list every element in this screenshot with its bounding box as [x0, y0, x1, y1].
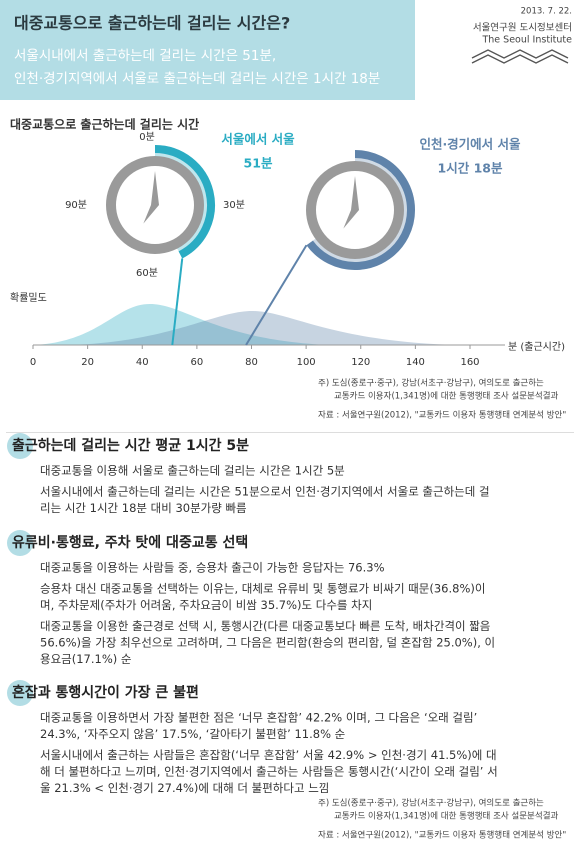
- value-line: [245, 244, 308, 346]
- heading-badge: [7, 680, 33, 706]
- date: 2013. 7. 22.: [521, 7, 572, 17]
- clock-tick-label: 0분: [139, 131, 155, 143]
- density-curve: [70, 311, 460, 345]
- paragraph-line: 대중교통을 이용하면서 가장 불편한 점은 ‘너무 혼잡함’ 42.2% 이며,…: [40, 711, 477, 725]
- header-band: [0, 0, 415, 100]
- paragraph-line: 승용차 대신 대중교통을 선택하는 이유는, 대체로 유류비 및 통행료가 비싸…: [40, 582, 485, 596]
- heading-badge: [7, 433, 33, 459]
- source: 자료 : 서울연구원(2012), "교통카드 이용자 통행행태 연계분석 방안…: [318, 830, 566, 841]
- value-label: 51분: [244, 156, 273, 171]
- paragraph-line: 24.3%, ‘자주오지 않음’ 17.5%, ‘갈아타기 불편함’ 11.8%…: [40, 727, 345, 741]
- value-line: [171, 258, 184, 346]
- x-tick-label: 80: [245, 357, 258, 368]
- paragraph-line: 며, 주차문제(주차가 어려움, 주차요금이 비쌈 35.7%)도 다수를 차지: [40, 598, 372, 612]
- source: 자료 : 서울연구원(2012), "교통카드 이용자 통행행태 연계분석 방안…: [318, 410, 566, 421]
- legend-label: 서울에서 서울: [221, 132, 295, 147]
- paragraph-line: 서울시내에서 출근하는 사람들은 혼잡함(‘너무 혼잡함’ 서울 42.9% >…: [40, 748, 497, 762]
- clock-arc: [306, 150, 415, 270]
- value-label: 1시간 18분: [438, 161, 503, 176]
- paragraph-line: 대중교통을 이용해 서울로 출근하는데 걸리는 시간은 1시간 5분: [40, 464, 345, 478]
- x-tick-label: 40: [136, 357, 149, 368]
- x-tick-label: 100: [297, 357, 316, 368]
- clock-hand: [343, 176, 359, 229]
- section-title: 혼잡과 통행시간이 가장 큰 불편: [12, 684, 199, 701]
- summary: 서울시내에서 출근하는데 걸리는 시간은 51분,: [14, 48, 276, 64]
- summary: 인천·경기지역에서 서울로 출근하는데 걸리는 시간은 1시간 18분: [14, 71, 380, 87]
- title: 대중교통으로 출근하는데 걸리는 시간은?: [14, 14, 290, 33]
- clock-arc: [154, 145, 215, 259]
- x-tick-label: 140: [406, 357, 425, 368]
- paragraph-line: 용요금(17.1%) 순: [40, 652, 131, 666]
- clock-hand: [143, 171, 159, 224]
- footnote: 주) 도심(종로구·중구), 강남(서초구·강남구), 여의도로 출근하는: [318, 798, 544, 809]
- x-tick-label: 20: [81, 357, 94, 368]
- paragraph-line: 울 21.3% < 인천·경기 27.4%)에 대해 더 불편하다고 느낌: [40, 781, 329, 795]
- x-tick-label: 60: [191, 357, 204, 368]
- org: 서울연구원 도시정보센터: [473, 23, 572, 34]
- y-label: 확률밀도: [10, 292, 47, 304]
- legend-label: 인천·경기에서 서울: [419, 137, 521, 152]
- paragraph-line: 56.6%)을 가장 최우선으로 고려하며, 그 다음은 편리함(환승의 편리함…: [40, 636, 495, 650]
- paragraph-line: 대중교통을 이용하는 사람들 중, 승용차 출근이 가능한 응답자는 76.3%: [40, 561, 385, 575]
- section-title: 출근하는데 걸리는 시간 평균 1시간 5분: [12, 437, 249, 454]
- section-title: 유류비·통행료, 주차 탓에 대중교통 선택: [12, 534, 248, 551]
- footnote: 교통카드 이용자(1,341명)에 대한 통행행태 조사 설문분석결과: [334, 811, 559, 822]
- divider: [6, 432, 574, 433]
- clock-tick-label: 30분: [223, 199, 245, 211]
- paragraph-line: 해 더 불편하다고 느끼며, 인천·경기지역에서 출근하는 사람들은 통행시간(…: [40, 765, 498, 779]
- density-curve: [33, 304, 330, 345]
- logo: [471, 49, 569, 64]
- paragraph-line: 대중교통을 이용한 출근경로 선택 시, 통행시간(다른 대중교통보다 빠른 도…: [40, 619, 490, 633]
- x-tick-label: 120: [351, 357, 370, 368]
- footnote: 교통카드 이용자(1,341명)에 대한 통행행태 조사 설문분석결과: [334, 391, 559, 402]
- x-tick-label: 160: [460, 357, 479, 368]
- chart-title: 대중교통으로 출근하는데 걸리는 시간: [10, 117, 199, 132]
- clock-tick-label: 60분: [136, 267, 158, 279]
- x-tick-label: 0: [30, 357, 36, 368]
- heading-badge: [7, 530, 33, 556]
- org-en: The Seoul Institute: [481, 35, 572, 46]
- paragraph-line: 서울시내에서 출근하는데 걸리는 시간은 51분으로서 인천·경기지역에서 서울…: [40, 485, 490, 499]
- footnote: 주) 도심(종로구·중구), 강남(서초구·강남구), 여의도로 출근하는: [318, 378, 544, 389]
- clock-tick-label: 90분: [65, 199, 87, 211]
- paragraph-line: 리는 시간 1시간 18분 대비 30분가량 빠름: [40, 501, 247, 515]
- x-label: 분 (출근시간): [508, 341, 565, 353]
